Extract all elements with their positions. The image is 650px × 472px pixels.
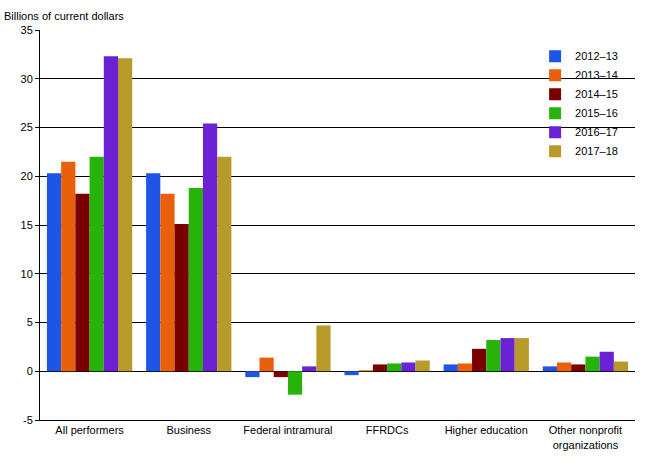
svg-text:2017–18: 2017–18 [575, 145, 618, 157]
svg-text:10: 10 [21, 268, 33, 280]
svg-text:25: 25 [21, 121, 33, 133]
svg-text:Business: Business [166, 424, 211, 436]
svg-text:Higher education: Higher education [445, 424, 528, 436]
svg-text:2012–13: 2012–13 [575, 50, 618, 62]
svg-text:All performers: All performers [55, 424, 124, 436]
svg-text:-5: -5 [23, 414, 33, 426]
svg-text:0: 0 [27, 365, 33, 377]
svg-text:5: 5 [27, 316, 33, 328]
svg-text:FFRDCs: FFRDCs [366, 424, 409, 436]
svg-text:2016–17: 2016–17 [575, 126, 618, 138]
svg-text:15: 15 [21, 219, 33, 231]
svg-text:35: 35 [21, 24, 33, 36]
svg-text:2013–14: 2013–14 [575, 69, 618, 81]
svg-text:30: 30 [21, 73, 33, 85]
svg-text:2014–15: 2014–15 [575, 88, 618, 100]
svg-text:Billions of current dollars: Billions of current dollars [4, 10, 124, 22]
svg-text:2015–16: 2015–16 [575, 107, 618, 119]
svg-text:20: 20 [21, 170, 33, 182]
svg-text:Other nonprofitorganizations: Other nonprofitorganizations [549, 424, 622, 450]
svg-text:Federal intramural: Federal intramural [243, 424, 332, 436]
